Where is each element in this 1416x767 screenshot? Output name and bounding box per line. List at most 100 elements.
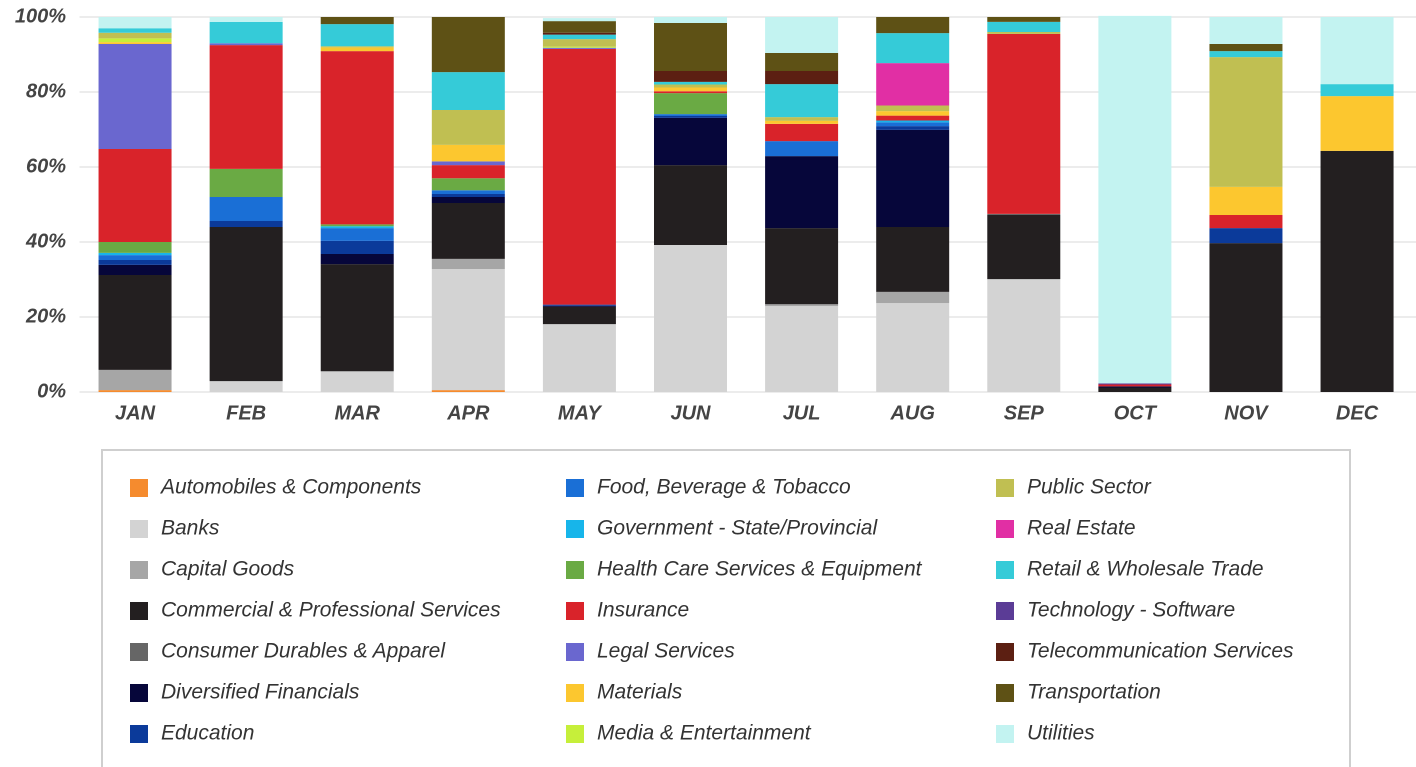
legend-label: Food, Beverage & Tobacco	[597, 476, 851, 499]
bar-segment	[320, 240, 394, 254]
bar-segment	[654, 165, 728, 245]
bar-segment	[209, 227, 283, 382]
bar-segment	[654, 84, 728, 88]
bar-segment	[876, 17, 950, 34]
legend-swatch	[130, 643, 148, 661]
bar-segment	[209, 43, 283, 46]
bar-segment	[542, 305, 616, 307]
legend-swatch	[566, 643, 584, 661]
legend-label: Banks	[161, 517, 220, 540]
bar-segment	[431, 197, 505, 203]
bar-segment	[320, 371, 394, 373]
bar-segment	[876, 105, 950, 112]
legend-label: Public Sector	[1027, 476, 1152, 499]
x-tick-label: APR	[446, 402, 490, 424]
bar-segment	[320, 46, 394, 48]
bar-segment	[987, 21, 1061, 32]
bar-segment	[654, 245, 728, 392]
x-tick-label: JAN	[115, 402, 156, 424]
bar-segment	[431, 165, 505, 179]
bar-segment	[431, 269, 505, 391]
bar-segment	[1209, 51, 1283, 58]
bar-segment	[431, 258, 505, 269]
bar-segment	[98, 38, 172, 43]
y-tick-label: 40%	[25, 230, 66, 252]
bar-segment	[1098, 384, 1172, 387]
bar-segment	[765, 53, 839, 71]
legend-box	[101, 449, 1351, 767]
legend-swatch	[996, 725, 1014, 743]
bar-segment	[98, 255, 172, 260]
legend-label: Consumer Durables & Apparel	[161, 640, 446, 663]
y-tick-label: 0%	[37, 380, 66, 402]
bar-segment	[654, 71, 728, 82]
bar-segment	[98, 260, 172, 265]
bar-segment	[431, 194, 505, 197]
bar-segment	[98, 44, 172, 149]
bar-segment	[98, 275, 172, 370]
bar-segment	[654, 117, 728, 166]
bar-segment	[765, 120, 839, 124]
bar-segment	[1209, 44, 1283, 52]
bar-segment	[431, 110, 505, 145]
bar-segment	[542, 34, 616, 40]
bar-segment	[1320, 150, 1394, 392]
bar-segment	[431, 17, 505, 73]
legend-label: Materials	[597, 681, 683, 704]
bar-segment	[876, 115, 950, 121]
bar-segment	[209, 17, 283, 22]
legend-label: Telecommunication Services	[1027, 640, 1294, 663]
legend-swatch	[130, 479, 148, 497]
bar-segment	[542, 324, 616, 392]
bar-segment	[209, 168, 283, 197]
x-tick-label: FEB	[226, 402, 266, 424]
bar-segment	[209, 221, 283, 227]
bar-segment	[431, 190, 505, 194]
bar-segment	[1320, 96, 1394, 151]
bar-segment	[320, 226, 394, 229]
bar-segment	[209, 197, 283, 221]
bar-segment	[876, 120, 950, 123]
bar-segment	[765, 304, 839, 307]
legend-swatch	[996, 561, 1014, 579]
x-tick-label: MAY	[558, 402, 603, 424]
bar-segment	[1098, 15, 1172, 384]
legend-swatch	[996, 643, 1014, 661]
bar-segment	[987, 279, 1061, 392]
legend-swatch	[130, 684, 148, 702]
legend-label: Utilities	[1027, 722, 1095, 745]
legend-label: Diversified Financials	[161, 681, 360, 704]
bar-segment	[320, 264, 394, 371]
x-tick-label: MAR	[334, 402, 380, 424]
legend-swatch	[566, 602, 584, 620]
legend-swatch	[996, 520, 1014, 538]
bar-segment	[1320, 84, 1394, 97]
bar-segment	[765, 156, 839, 229]
bar-segment	[987, 33, 1061, 214]
bar-segment	[320, 51, 394, 225]
legend-swatch	[130, 520, 148, 538]
y-tick-label: 60%	[26, 155, 66, 177]
bar-segment	[1209, 243, 1283, 392]
legend-label: Real Estate	[1027, 517, 1136, 540]
bar-segment	[876, 122, 950, 127]
bar-segment	[1209, 228, 1283, 244]
bar-segment	[542, 21, 616, 33]
bar-segment	[987, 213, 1061, 215]
bar-segment	[1320, 17, 1394, 85]
legend-label: Health Care Services & Equipment	[597, 558, 923, 581]
bar-segment	[209, 21, 283, 44]
x-tick-label: JUN	[670, 402, 711, 424]
bar-segment	[542, 32, 616, 35]
bar-segment	[876, 227, 950, 292]
bar-segment	[1209, 215, 1283, 229]
legend-swatch	[566, 520, 584, 538]
legend-swatch	[996, 602, 1014, 620]
legend-swatch	[130, 561, 148, 579]
bar-segment	[98, 252, 172, 256]
bar-segment	[209, 45, 283, 169]
bar-segment	[1098, 386, 1172, 388]
bar-segment	[654, 23, 728, 71]
bar-segment	[542, 306, 616, 325]
y-tick-label: 100%	[15, 5, 66, 27]
